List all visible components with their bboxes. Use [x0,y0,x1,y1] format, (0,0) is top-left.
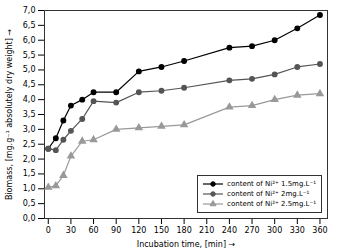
svg-text:6,5: 6,5 [23,21,36,30]
svg-text:270: 270 [244,226,259,235]
svg-text:3,0: 3,0 [23,125,36,134]
svg-text:5,5: 5,5 [23,51,36,60]
svg-text:6,0: 6,0 [23,36,36,45]
svg-text:7,0: 7,0 [23,6,36,15]
svg-text:210: 210 [199,226,214,235]
svg-text:1,5: 1,5 [23,169,36,178]
svg-text:90: 90 [111,226,121,235]
svg-text:360: 360 [312,226,327,235]
html-text:content of Ni²⁺ 1.5mg.L⁻¹: content of Ni²⁺ 1.5mg.L⁻¹ [227,180,316,188]
html-text:content of Ni²⁺ 2mg.L⁻¹: content of Ni²⁺ 2mg.L⁻¹ [227,190,310,198]
svg-text:1,0: 1,0 [23,184,36,193]
svg-text:240: 240 [222,226,237,235]
svg-text:2,5: 2,5 [23,140,36,149]
svg-text:120: 120 [131,226,146,235]
svg-text:60: 60 [88,226,98,235]
svg-text:3,5: 3,5 [23,110,36,119]
svg-text:0,5: 0,5 [23,199,36,208]
svg-text:4,5: 4,5 [23,80,36,89]
svg-text:0,0: 0,0 [23,214,36,223]
svg-text:150: 150 [154,226,169,235]
svg-text:5,0: 5,0 [23,65,36,74]
svg-text:330: 330 [290,226,305,235]
svg-text:2,0: 2,0 [23,155,36,164]
svg-text:0: 0 [46,226,51,235]
svg-text:180: 180 [176,226,191,235]
svg-text:30: 30 [66,226,76,235]
svg-text:Incubation time, [min] →: Incubation time, [min] → [137,240,236,249]
html-text:content of Ni²⁺ 2.5mg.L⁻¹: content of Ni²⁺ 2.5mg.L⁻¹ [227,200,316,208]
svg-text:4,0: 4,0 [23,95,36,104]
svg-text:300: 300 [267,226,282,235]
svg-text:Biomass, [mg.g⁻¹ absolutely dr: Biomass, [mg.g⁻¹ absolutely dry weight] … [5,29,14,200]
